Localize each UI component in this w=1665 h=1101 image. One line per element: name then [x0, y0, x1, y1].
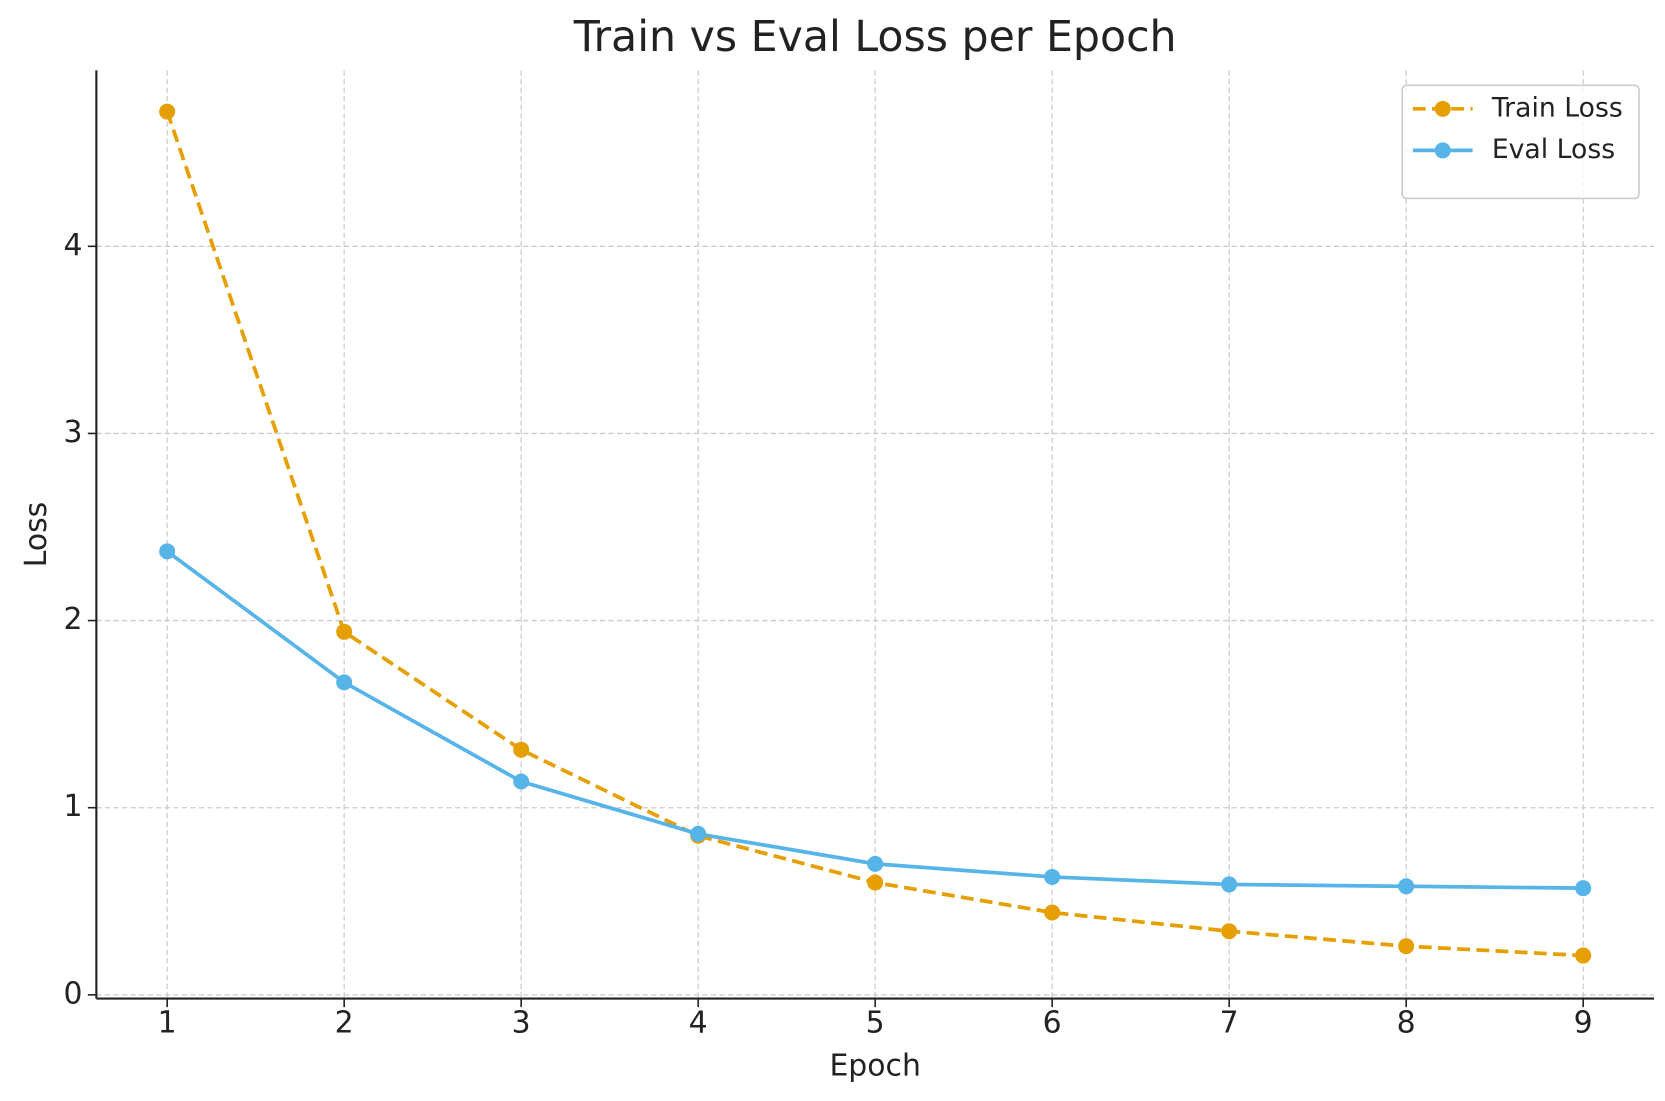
y-tick-label: 0	[63, 976, 82, 1011]
point	[1398, 938, 1415, 955]
point	[1575, 880, 1592, 897]
y-tick-label: 4	[63, 228, 82, 263]
point	[1575, 947, 1592, 964]
legend-label: Eval Loss	[1492, 134, 1615, 165]
legend-label: Train Loss	[1491, 92, 1623, 123]
x-tick-label: 4	[689, 1006, 708, 1041]
point	[1221, 923, 1238, 940]
point	[159, 103, 176, 120]
point	[867, 874, 884, 891]
point	[1221, 876, 1238, 893]
chart-title: Train vs Eval Loss per Epoch	[573, 12, 1177, 62]
point	[1398, 878, 1415, 895]
x-tick-label: 2	[335, 1006, 354, 1041]
x-tick-label: 7	[1220, 1006, 1239, 1041]
x-tick-label: 3	[512, 1006, 531, 1041]
x-tick-label: 6	[1043, 1006, 1062, 1041]
legend-marker	[1434, 142, 1451, 159]
point	[159, 543, 176, 560]
point	[336, 623, 353, 640]
legend-marker	[1434, 100, 1451, 117]
x-tick-label: 5	[866, 1006, 885, 1041]
y-axis-label: Loss	[19, 502, 54, 568]
x-tick-label: 1	[158, 1006, 177, 1041]
point	[336, 674, 353, 691]
x-tick-label: 9	[1574, 1006, 1593, 1041]
point	[1044, 904, 1061, 921]
x-axis-label: Epoch	[829, 1048, 920, 1083]
point	[1044, 868, 1061, 885]
point	[867, 855, 884, 872]
point	[513, 773, 530, 790]
y-tick-label: 1	[63, 789, 82, 824]
legend-box	[1401, 84, 1640, 200]
x-tick-label: 8	[1397, 1006, 1416, 1041]
y-tick-label: 2	[63, 602, 82, 637]
point	[513, 741, 530, 758]
y-tick-label: 3	[63, 415, 82, 450]
point	[690, 825, 707, 842]
